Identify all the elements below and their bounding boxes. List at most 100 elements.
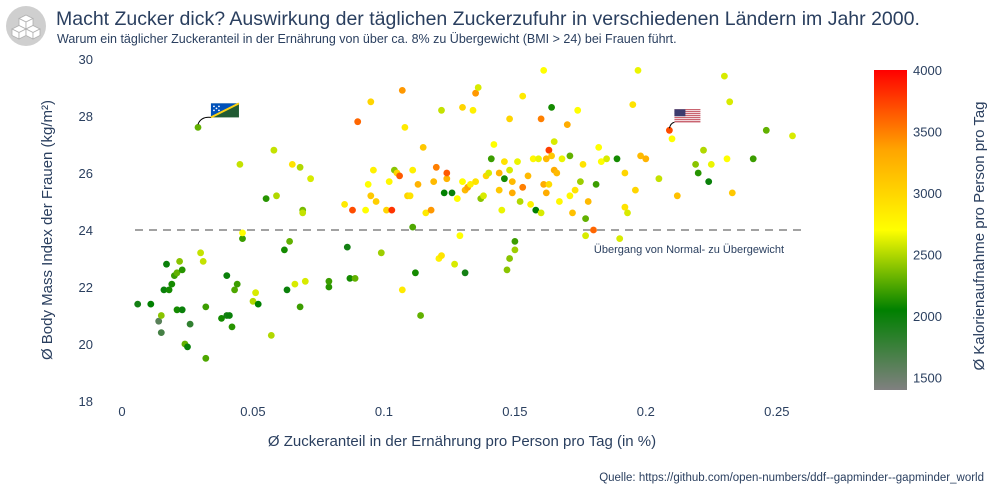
x-tick-label: 0.25 [764, 404, 789, 419]
x-tick-label: 0 [118, 404, 125, 419]
y-tick-label: 18 [79, 394, 93, 409]
data-point [613, 155, 621, 163]
data-points [134, 67, 796, 362]
data-point [590, 226, 597, 234]
data-point [495, 186, 503, 194]
data-point [637, 152, 644, 160]
data-point [325, 277, 333, 285]
data-point [364, 181, 372, 188]
data-point [430, 178, 438, 186]
data-point [527, 201, 534, 208]
data-point [398, 286, 406, 294]
data-point [616, 235, 624, 243]
data-point [519, 92, 527, 100]
data-point [165, 286, 173, 294]
data-point [501, 158, 508, 166]
data-point [273, 192, 280, 200]
data-point [705, 178, 713, 186]
data-point [582, 232, 589, 240]
data-point [563, 121, 571, 128]
data-point [186, 320, 194, 328]
data-point [498, 206, 506, 214]
data-point [503, 266, 511, 274]
data-point [440, 189, 448, 197]
data-point [388, 206, 396, 214]
data-point [508, 178, 516, 186]
data-point [451, 260, 458, 268]
data-point [228, 323, 236, 331]
data-point [267, 332, 275, 339]
data-point [558, 155, 566, 163]
usa-flag [668, 109, 701, 129]
data-point [723, 155, 731, 163]
flag-annotations [197, 102, 701, 129]
data-point [349, 206, 356, 214]
flag-stripe [674, 116, 701, 118]
data-point [367, 192, 375, 200]
data-point [325, 283, 333, 291]
y-axis-ticks: 18 20 22 24 26 28 30 [79, 52, 93, 409]
data-point [299, 209, 307, 217]
x-tick-label: 0.1 [375, 404, 393, 419]
data-point [199, 258, 207, 265]
data-point [490, 141, 498, 148]
data-point [385, 178, 393, 186]
data-point [577, 178, 584, 186]
flag-stripe [674, 121, 701, 123]
flag-stripe [674, 112, 701, 114]
data-point [728, 189, 736, 197]
data-point [501, 175, 508, 183]
flag-star [215, 107, 218, 110]
data-point [296, 163, 304, 171]
data-point [422, 209, 430, 217]
data-point [595, 144, 603, 151]
data-point [545, 181, 553, 188]
x-tick-label: 0.2 [637, 404, 655, 419]
flag-stripe [674, 111, 701, 113]
x-axis-title: Ø Zuckeranteil in der Ernährung pro Pers… [268, 433, 656, 450]
flag-star [218, 105, 220, 108]
data-point [694, 169, 702, 177]
y-tick-label: 28 [79, 109, 93, 124]
logo-cubes-icon [6, 6, 46, 46]
data-point [163, 260, 170, 268]
flag-stripe [674, 110, 701, 112]
y-axis-title: Ø Body Mass Index der Frauen (kg/m²) [39, 100, 56, 360]
data-point [262, 195, 270, 203]
data-point [569, 209, 576, 217]
data-point [700, 146, 707, 154]
data-point [511, 238, 519, 245]
data-point [571, 186, 579, 194]
data-point [157, 312, 165, 319]
data-point [202, 354, 210, 362]
data-point [624, 209, 631, 217]
flag-star [213, 109, 215, 112]
data-point [762, 126, 770, 134]
data-point [270, 146, 278, 154]
data-point [134, 300, 142, 308]
data-point [341, 201, 348, 208]
data-point [632, 186, 639, 194]
data-point [409, 223, 417, 231]
data-point [545, 146, 553, 154]
data-point [707, 161, 715, 168]
data-point [197, 249, 205, 257]
data-point [362, 206, 369, 214]
data-point [514, 158, 521, 166]
data-point [178, 266, 186, 274]
data-point [396, 172, 403, 180]
data-point [666, 126, 673, 134]
data-point [524, 172, 532, 180]
data-point [519, 183, 527, 191]
data-point [506, 166, 513, 174]
data-point [673, 192, 681, 200]
data-point [438, 252, 445, 259]
data-point [556, 198, 563, 205]
flag-pointer [668, 121, 675, 129]
data-point [147, 300, 155, 308]
data-point [419, 144, 427, 151]
data-point [443, 169, 451, 177]
flag-star [218, 109, 220, 112]
chart-title: Macht Zucker dick? Auswirkung der täglic… [56, 8, 920, 30]
